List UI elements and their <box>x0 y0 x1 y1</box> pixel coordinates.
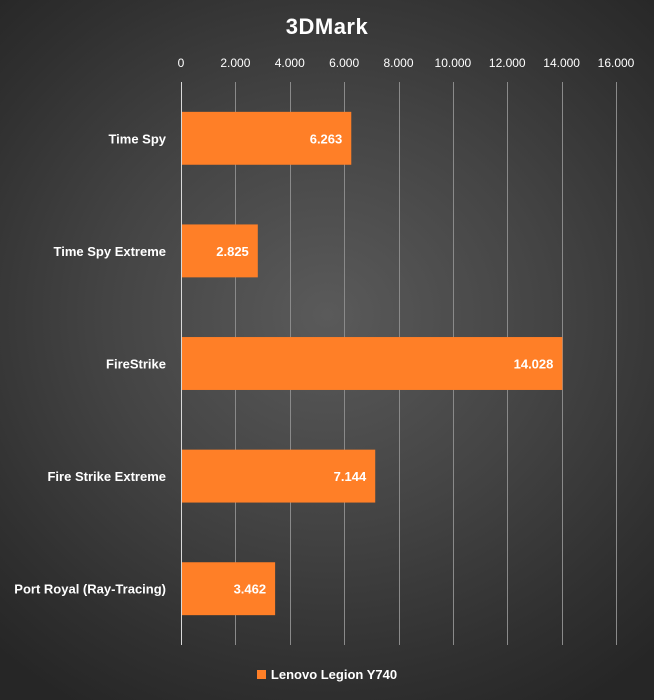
x-tick-label: 12.000 <box>489 56 526 70</box>
x-tick-label: 4.000 <box>275 56 305 70</box>
x-tick-label: 6.000 <box>329 56 359 70</box>
x-tick-label: 8.000 <box>383 56 413 70</box>
data-label: 6.263 <box>310 131 343 146</box>
x-tick-label: 0 <box>178 56 185 70</box>
chart-title: 3DMark <box>285 14 369 39</box>
y-category-label: FireStrike <box>106 357 166 372</box>
legend: Lenovo Legion Y740 <box>0 667 654 682</box>
x-tick-label: 16.000 <box>598 56 635 70</box>
y-category-label: Fire Strike Extreme <box>47 469 166 484</box>
x-tick-label: 2.000 <box>220 56 250 70</box>
bar <box>182 449 376 503</box>
y-category-label: Port Royal (Ray-Tracing) <box>14 582 166 597</box>
data-label: 3.462 <box>234 582 267 597</box>
data-label: 7.144 <box>334 469 367 484</box>
data-label: 14.028 <box>514 357 554 372</box>
bar <box>182 224 258 278</box>
y-category-label: Time Spy <box>108 131 166 146</box>
bar <box>182 562 276 616</box>
bar <box>182 111 352 165</box>
legend-label: Lenovo Legion Y740 <box>270 667 398 682</box>
y-category-label: Time Spy Extreme <box>54 244 166 259</box>
legend-swatch <box>256 670 266 679</box>
data-label: 2.825 <box>216 244 249 259</box>
x-tick-label: 10.000 <box>435 56 472 70</box>
x-tick-label: 14.000 <box>543 56 580 70</box>
bar <box>182 337 563 390</box>
